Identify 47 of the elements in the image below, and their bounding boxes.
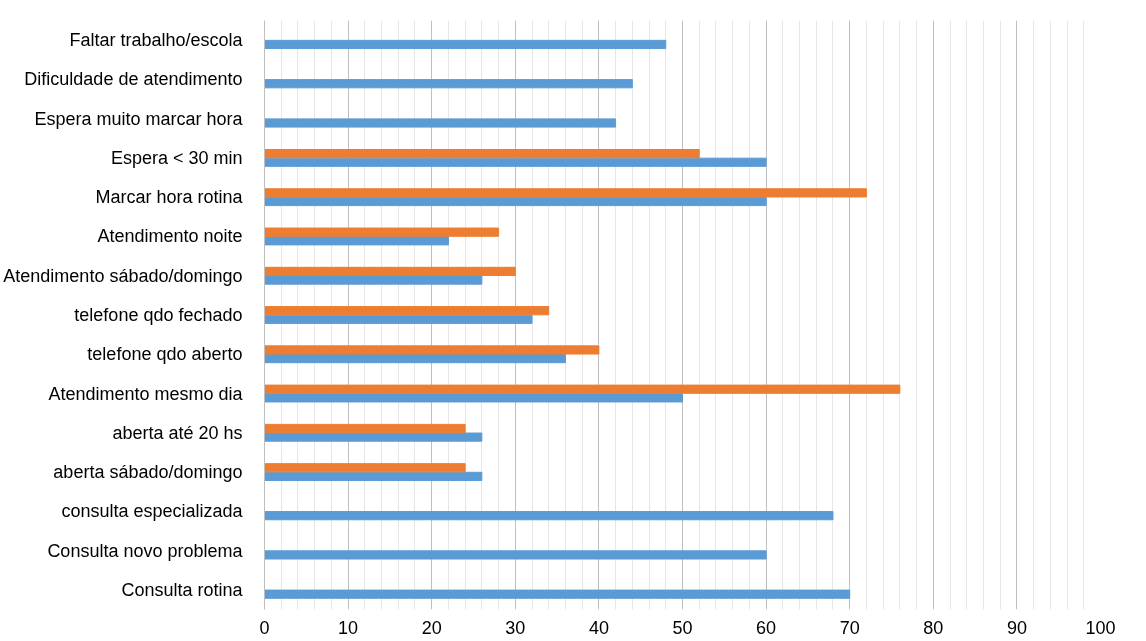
bar (264, 39, 667, 50)
y-tick-label: telefone qdo aberto (87, 344, 243, 365)
x-tick-label: 80 (923, 617, 944, 638)
y-tick-label: Faltar trabalho/escola (69, 30, 244, 51)
bar (264, 157, 767, 167)
bar (264, 550, 767, 560)
bar (264, 275, 483, 285)
y-tick-label: Consulta rotina (121, 579, 244, 600)
y-tick-label: Marcar hora rotina (95, 187, 244, 208)
y-tick-label: Espera < 30 min (110, 147, 243, 168)
y-tick-label: Espera muito marcar hora (34, 108, 244, 129)
bar (264, 463, 466, 473)
x-tick-label: 60 (756, 617, 777, 638)
y-tick-label: Atendimento mesmo dia (48, 383, 244, 404)
x-tick-label: 50 (672, 617, 693, 638)
y-tick-label: Atendimento sábado/domingo (3, 265, 243, 286)
bar (264, 314, 533, 324)
bar (264, 236, 449, 246)
bar (264, 227, 500, 237)
y-tick-label: Dificuldade de atendimento (24, 69, 243, 90)
bar (264, 393, 683, 403)
bar (264, 266, 516, 277)
bar (264, 423, 466, 434)
bar (264, 511, 834, 521)
bar (264, 118, 617, 128)
y-tick-label: Atendimento noite (97, 226, 243, 247)
x-tick-label: 70 (839, 617, 860, 638)
bar (264, 149, 700, 159)
x-tick-label: 100 (1085, 617, 1116, 638)
bar (264, 432, 483, 442)
bar (264, 589, 851, 599)
bar (264, 79, 633, 89)
x-tick-label: 0 (259, 617, 270, 638)
bar (264, 384, 901, 394)
bar (264, 345, 600, 355)
x-tick-label: 20 (421, 617, 442, 638)
y-tick-label: aberta sábado/domingo (53, 462, 243, 483)
x-tick-label: 10 (338, 617, 359, 638)
y-tick-label: telefone qdo fechado (74, 305, 243, 325)
bar (264, 306, 550, 316)
x-tick-label: 90 (1006, 617, 1027, 638)
x-tick-label: 40 (588, 617, 609, 638)
y-tick-label: consulta especializada (61, 501, 244, 522)
x-tick-label: 30 (505, 617, 526, 638)
y-tick-label: Consulta novo problema (47, 540, 244, 561)
bar (264, 188, 867, 198)
y-tick-label: aberta até 20 hs (112, 422, 243, 443)
